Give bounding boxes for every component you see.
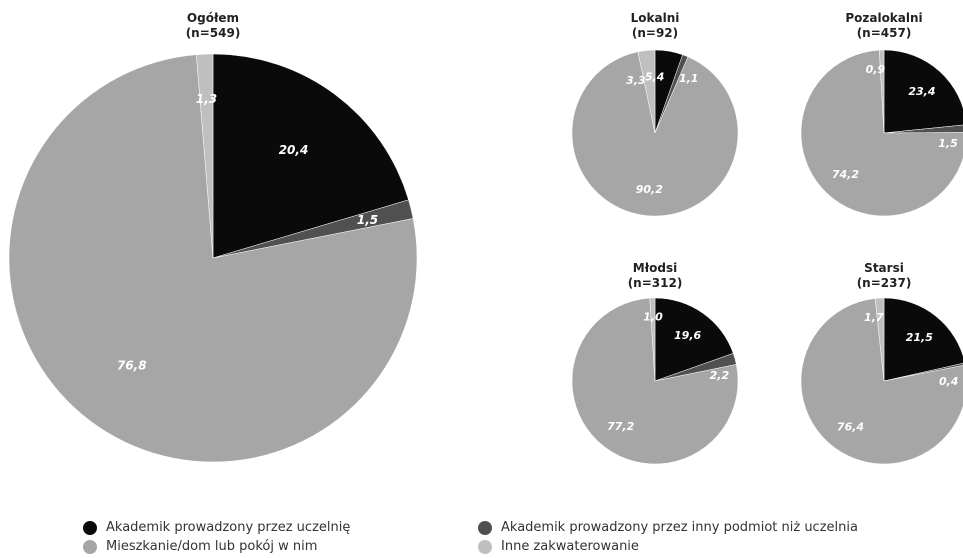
legend-label-academic-other: Akademik prowadzony przez inny podmiot n…: [501, 520, 858, 535]
pie-data-label-apartment: 76,8: [117, 358, 147, 372]
pie-subtitle: (n=549): [186, 26, 241, 40]
pie-data-label-academic_uni: 20,4: [279, 143, 309, 157]
pie-data-label-academic_uni: 21,5: [906, 331, 933, 344]
legend-item-other: Inne zakwaterowanie: [478, 538, 928, 555]
pie-data-label-academic_other: 0,4: [939, 375, 959, 388]
pie-subtitle: (n=457): [857, 26, 912, 40]
pie-charts-canvas: Ogółem(n=549) 20,4 1,5 76,8 1,3 Lokalni(n=92)…: [8, 11, 963, 465]
pie-slice-other: [196, 53, 214, 259]
pie-title: Lokalni: [631, 11, 680, 25]
pie-data-label-academic_uni: 19,6: [674, 329, 701, 342]
pie-chart-4: Starsi(n=237) 21,5 0,4 76,4 1,7: [800, 261, 963, 465]
legend-item-academic-other: Akademik prowadzony przez inny podmiot n…: [478, 519, 928, 536]
pie-title: Młodsi: [633, 261, 677, 275]
legend: Akademik prowadzony przez uczelnię Akade…: [83, 519, 953, 555]
pie-data-label-academic_other: 1,5: [357, 213, 378, 227]
legend-swatch-academic-other: [478, 520, 492, 535]
legend-item-academic-uni: Akademik prowadzony przez uczelnię: [83, 519, 478, 536]
pie-slice-academic_uni: [212, 53, 409, 259]
pie-slice-apartment: [800, 49, 963, 217]
pie-data-label-other: 3,3: [626, 74, 646, 87]
pie-slice-academic_uni: [883, 49, 963, 134]
pie-title: Starsi: [864, 261, 904, 275]
legend-swatch-apartment: [83, 539, 97, 554]
pie-title: Pozalokalni: [845, 11, 922, 25]
pie-slice-apartment: [571, 297, 739, 465]
legend-swatch-academic-uni: [83, 520, 97, 535]
pie-slice-apartment: [8, 54, 418, 463]
pie-chart-1: Lokalni(n=92) 5,4 1,1 90,2 3,3: [571, 11, 739, 217]
pie-data-label-apartment: 76,4: [837, 421, 864, 434]
legend-label-academic-uni: Akademik prowadzony przez uczelnię: [106, 520, 351, 535]
pie-data-label-academic_uni: 23,4: [908, 85, 935, 98]
pie-subtitle: (n=237): [857, 276, 912, 290]
pie-slice-apartment: [571, 51, 739, 217]
pie-slice-other: [649, 297, 656, 382]
pie-slice-other: [874, 297, 885, 382]
pie-data-label-academic_other: 2,2: [710, 369, 730, 382]
pie-data-label-other: 1,3: [196, 92, 217, 106]
pie-slice-other: [879, 49, 885, 134]
legend-item-apartment: Mieszkanie/dom lub pokój w nim: [83, 538, 478, 555]
pie-slice-academic_other: [883, 124, 963, 134]
pie-subtitle: (n=92): [632, 26, 678, 40]
pie-data-label-other: 1,7: [864, 311, 884, 324]
pie-chart-3: Młodsi(n=312) 19,6 2,2 77,2 1,0: [571, 261, 739, 465]
pie-data-label-academic_other: 1,1: [679, 72, 699, 85]
pie-data-label-academic_uni: 5,4: [645, 71, 665, 84]
pie-data-label-academic_other: 1,5: [938, 137, 958, 150]
pie-slice-other: [637, 49, 656, 134]
pie-data-label-apartment: 74,2: [832, 168, 859, 181]
pie-data-label-apartment: 90,2: [636, 183, 663, 196]
legend-label-apartment: Mieszkanie/dom lub pokój w nim: [106, 539, 318, 554]
legend-swatch-other: [478, 539, 492, 554]
pie-data-label-other: 1,0: [643, 310, 663, 323]
pie-data-label-other: 0,9: [866, 63, 886, 76]
pie-title: Ogółem: [187, 11, 239, 25]
pie-chart-2: Pozalokalni(n=457) 23,4 1,5 74,2 0,9: [800, 11, 963, 217]
pie-data-label-apartment: 77,2: [607, 420, 634, 433]
legend-label-other: Inne zakwaterowanie: [501, 539, 639, 554]
pie-slice-apartment: [800, 298, 963, 465]
pie-subtitle: (n=312): [628, 276, 683, 290]
pie-chart-0: Ogółem(n=549) 20,4 1,5 76,8 1,3: [8, 11, 418, 463]
